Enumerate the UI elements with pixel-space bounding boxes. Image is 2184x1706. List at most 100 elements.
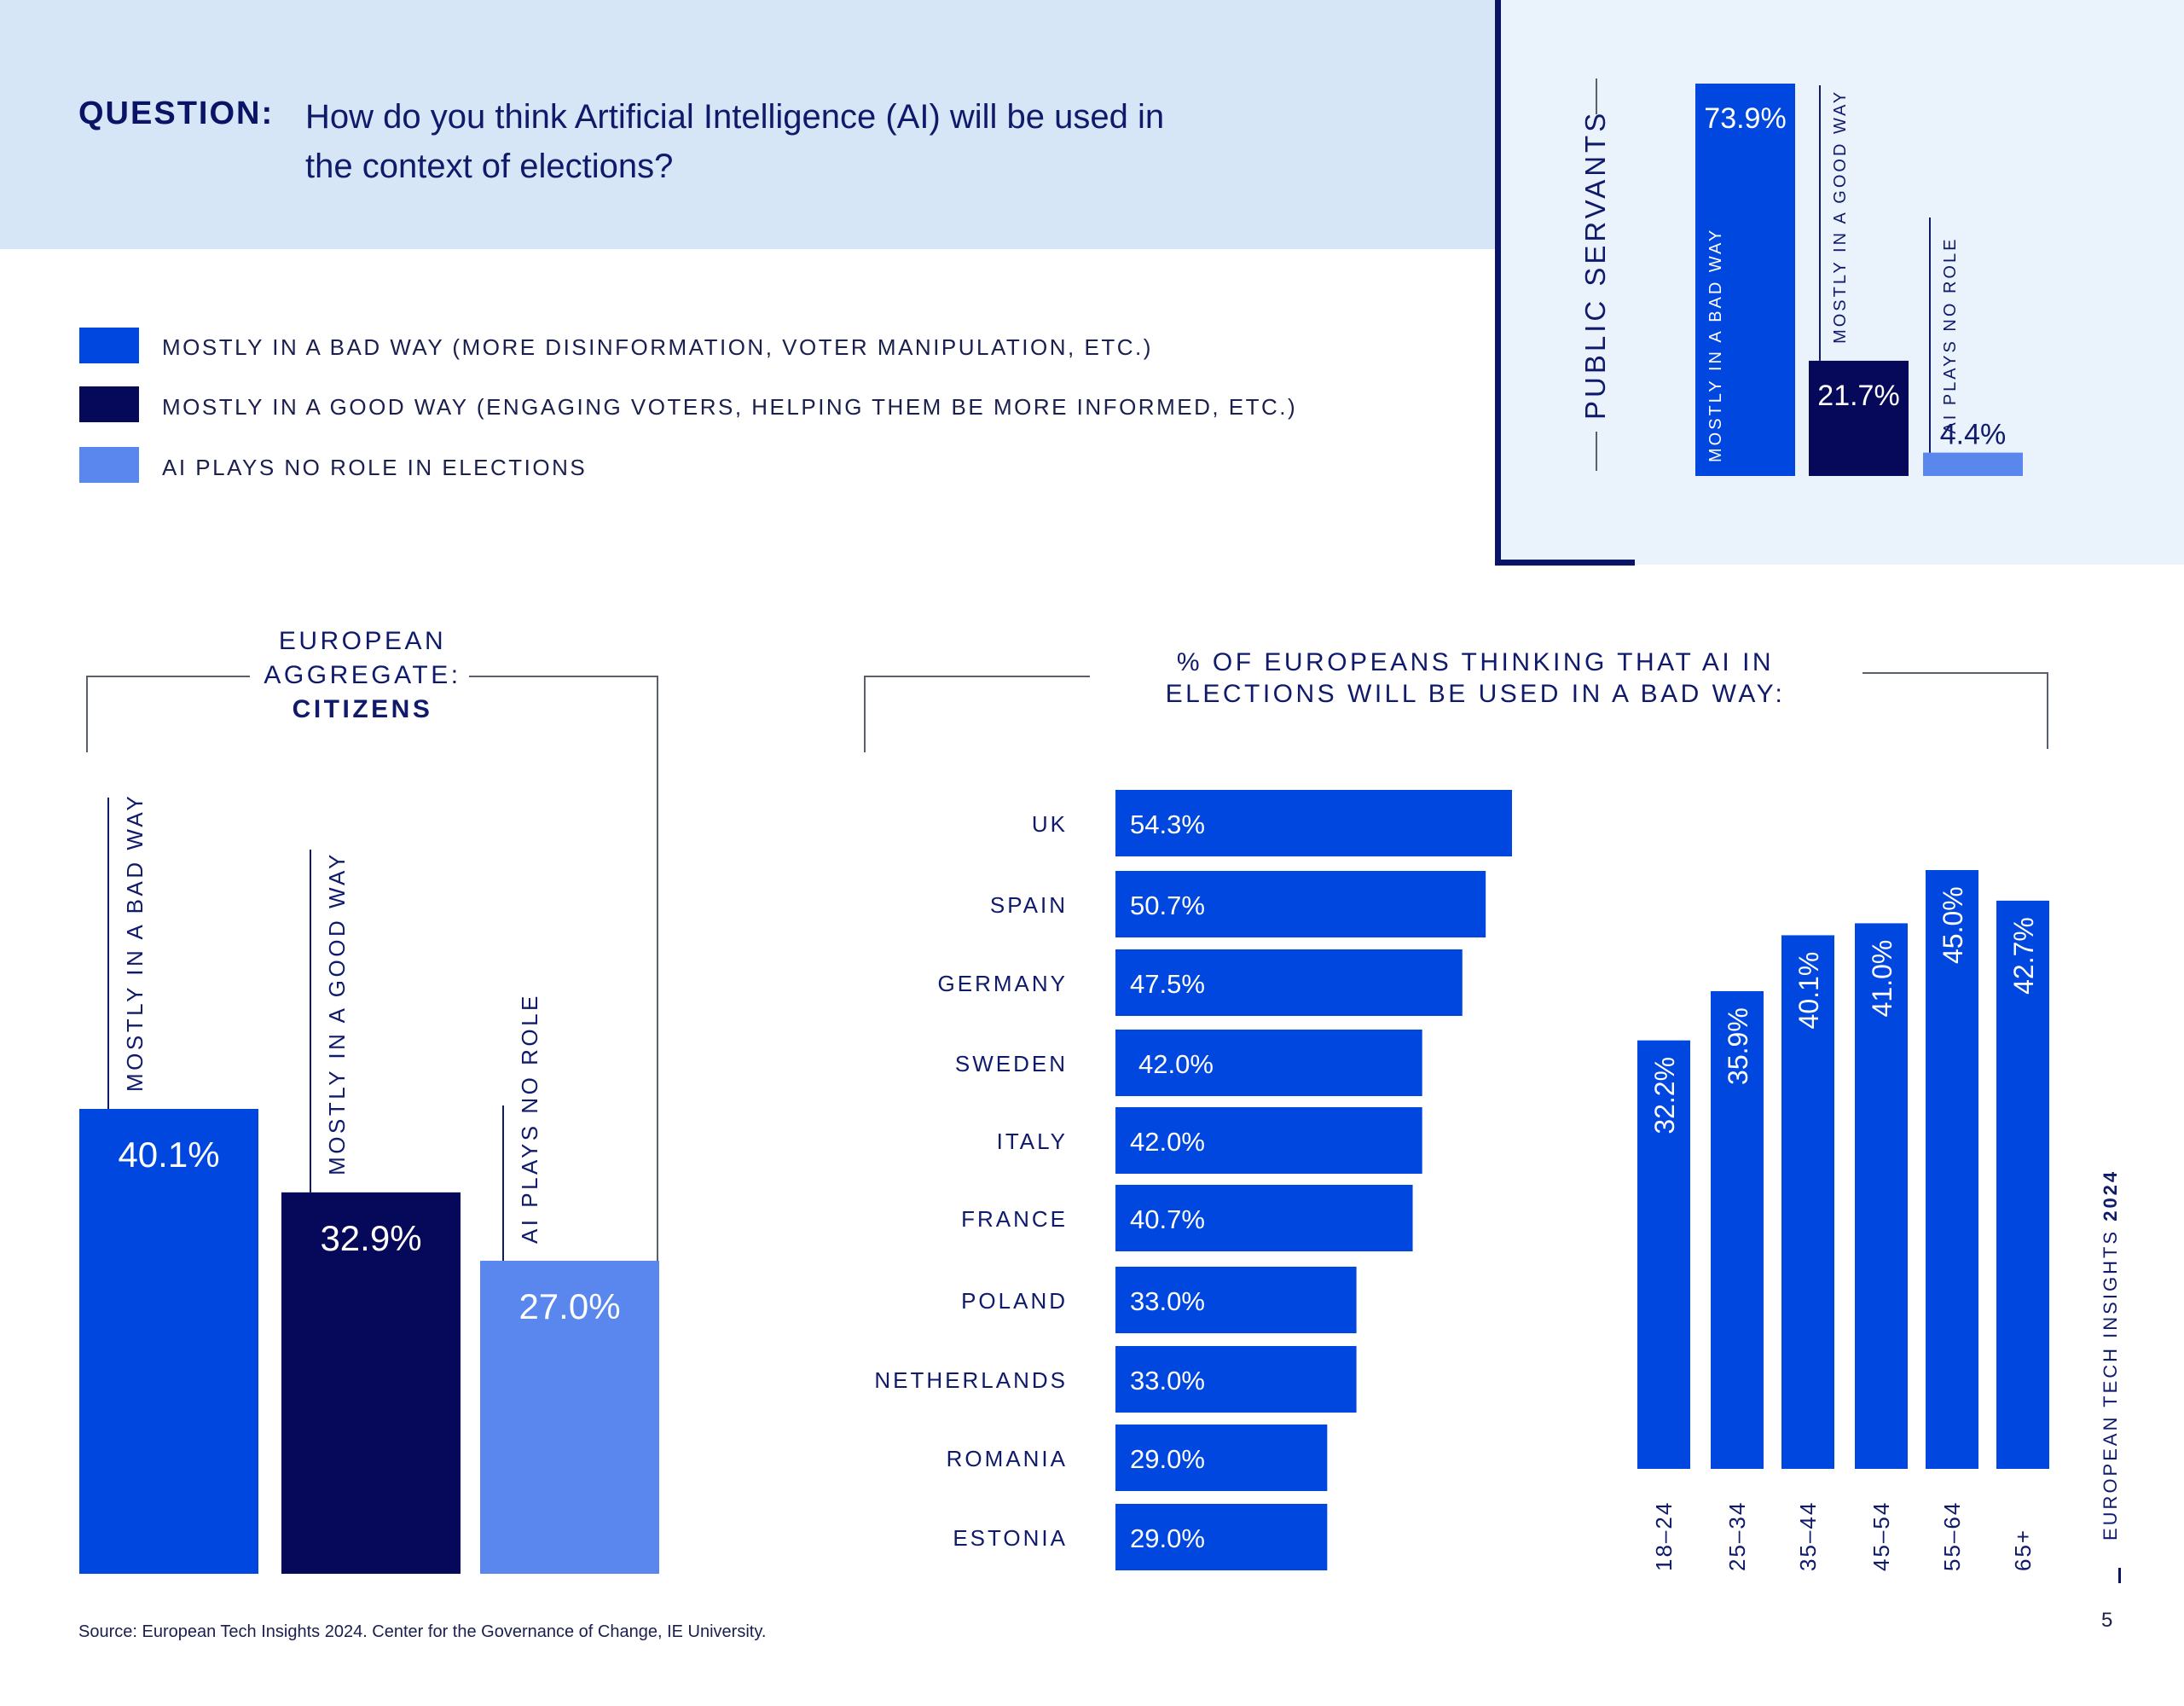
country-value-label-7: 33.0%: [1130, 1366, 1205, 1396]
age-bar-0: [1637, 1040, 1690, 1469]
ps-value-label-2: 4.4%: [1940, 419, 2007, 451]
citizens-value-label-2: 27.0%: [518, 1286, 620, 1326]
country-value-label-3: 42.0%: [1138, 1049, 1214, 1079]
citizens-bracket-right: [469, 676, 658, 677]
question-line-1: How do you think Artificial Intelligence…: [305, 98, 1165, 136]
country-name-8: ROMANIA: [947, 1446, 1068, 1471]
country-value-label-9: 29.0%: [1130, 1523, 1205, 1553]
age-value-label-2: 40.1%: [1793, 952, 1824, 1030]
ps-value-label-0: 73.9%: [1704, 102, 1786, 135]
side-publication-year: 2024: [2100, 1169, 2121, 1221]
countries-bracket-right: [1862, 672, 2048, 674]
country-bar-9: [1115, 1504, 1328, 1570]
age-category-label-4: 55–64: [1939, 1501, 1965, 1571]
citizens-category-label-2: AI PLAYS NO ROLE: [517, 993, 542, 1244]
citizens-title-line-1: EUROPEAN: [278, 627, 447, 655]
question-line-2: the context of elections?: [305, 148, 674, 185]
legend-swatch-bad: [79, 328, 139, 363]
country-bar-2: [1115, 949, 1463, 1016]
age-value-label-4: 45.0%: [1938, 886, 1968, 964]
age-category-label-2: 35–44: [1795, 1501, 1821, 1571]
side-publication-name: EUROPEAN TECH INSIGHTS: [2100, 1221, 2121, 1541]
country-name-5: FRANCE: [961, 1206, 1068, 1232]
ps-title-rule-top: [1596, 78, 1597, 114]
legend-label-bad: MOSTLY IN A BAD WAY (MORE DISINFORMATION…: [162, 334, 1153, 360]
ps-bar-0: [1695, 84, 1795, 476]
age-value-label-5: 42.7%: [2008, 917, 2039, 995]
legend-label-good: MOSTLY IN A GOOD WAY (ENGAGING VOTERS, H…: [162, 394, 1298, 420]
citizens-title: EUROPEAN AGGREGATE: CITIZENS: [222, 624, 503, 727]
ps-title-rule-bottom: [1596, 432, 1597, 471]
country-name-3: SWEDEN: [955, 1051, 1068, 1076]
panel-border-left: [1495, 0, 1501, 565]
question-band: [0, 0, 1497, 249]
question-text: How do you think Artificial Intelligence…: [305, 92, 1329, 191]
citizens-value-label-1: 32.9%: [320, 1218, 421, 1258]
country-bar-4: [1115, 1107, 1422, 1174]
countries-bracket-left: [864, 676, 1090, 677]
ps-category-label-0: MOSTLY IN A BAD WAY: [1706, 228, 1725, 462]
age-bar-4: [1926, 870, 1978, 1469]
ps-bar-1: [1809, 360, 1909, 476]
country-value-label-0: 54.3%: [1130, 809, 1205, 839]
country-bar-8: [1115, 1425, 1328, 1491]
side-publication-label: EUROPEAN TECH INSIGHTS 2024: [2100, 1169, 2122, 1541]
legend-swatch-none: [79, 447, 139, 483]
country-value-label-2: 47.5%: [1130, 969, 1205, 999]
citizens-bar-1: [281, 1192, 461, 1574]
citizens-title-line-3: CITIZENS: [292, 695, 433, 723]
country-name-1: SPAIN: [990, 892, 1068, 918]
country-bar-0: [1115, 790, 1512, 856]
citizens-bracket-left: [86, 676, 250, 677]
side-accent-mark: [2118, 1568, 2121, 1583]
countries-bracket-left-drop: [864, 676, 866, 752]
countries-title-line-1: % OF EUROPEANS THINKING THAT AI IN: [1176, 648, 1775, 676]
age-bar-3: [1855, 923, 1908, 1469]
countries-title: % OF EUROPEANS THINKING THAT AI IN ELECT…: [1092, 647, 1859, 710]
page-number: 5: [2101, 1609, 2113, 1632]
age-bar-1: [1711, 990, 1764, 1469]
country-value-label-4: 42.0%: [1130, 1127, 1205, 1157]
country-bar-1: [1115, 871, 1486, 937]
age-bar-2: [1781, 935, 1834, 1469]
country-value-label-6: 33.0%: [1130, 1286, 1205, 1316]
citizens-title-line-2: AGGREGATE:: [264, 661, 461, 689]
citizens-category-label-1: MOSTLY IN A GOOD WAY: [324, 851, 350, 1175]
ps-category-label-1: MOSTLY IN A GOOD WAY: [1831, 90, 1850, 344]
ps-category-label-2: AI PLAYS NO ROLE: [1941, 237, 1960, 434]
country-name-0: UK: [1032, 811, 1068, 837]
country-name-7: NETHERLANDS: [874, 1367, 1068, 1393]
panel-border-bottom: [1495, 560, 1635, 566]
citizens-category-label-0: MOSTLY IN A BAD WAY: [122, 793, 148, 1092]
age-value-label-1: 35.9%: [1723, 1007, 1753, 1085]
age-value-label-0: 32.2%: [1649, 1057, 1680, 1134]
country-bar-3: [1115, 1030, 1422, 1096]
country-name-4: ITALY: [997, 1129, 1068, 1154]
age-category-label-0: 18–24: [1651, 1501, 1677, 1571]
country-value-label-5: 40.7%: [1130, 1204, 1205, 1234]
countries-title-line-2: ELECTIONS WILL BE USED IN A BAD WAY:: [1165, 680, 1786, 708]
legend-swatch-good: [79, 386, 139, 422]
age-category-label-5: 65+: [2010, 1529, 2036, 1571]
country-name-6: POLAND: [961, 1288, 1068, 1314]
age-value-label-3: 41.0%: [1867, 940, 1897, 1018]
countries-bracket-right-drop: [2047, 672, 2048, 749]
ps-value-label-1: 21.7%: [1817, 380, 1899, 412]
country-name-9: ESTONIA: [953, 1525, 1068, 1551]
age-bar-5: [1996, 900, 2049, 1469]
citizens-bracket-right-drop: [657, 676, 658, 1267]
country-bar-7: [1115, 1346, 1357, 1413]
citizens-value-label-0: 40.1%: [118, 1134, 219, 1175]
question-label: QUESTION:: [78, 96, 275, 131]
country-bar-5: [1115, 1185, 1413, 1251]
age-category-label-3: 45–54: [1868, 1501, 1894, 1571]
country-value-label-8: 29.0%: [1130, 1444, 1205, 1474]
age-category-label-1: 25–34: [1724, 1501, 1750, 1571]
citizens-bracket-left-drop: [86, 676, 88, 752]
citizens-bar-0: [79, 1109, 258, 1574]
legend-label-none: AI PLAYS NO ROLE IN ELECTIONS: [162, 455, 588, 480]
source-note: Source: European Tech Insights 2024. Cen…: [78, 1622, 767, 1641]
country-bar-6: [1115, 1267, 1357, 1333]
ps-bar-2: [1923, 452, 2023, 476]
